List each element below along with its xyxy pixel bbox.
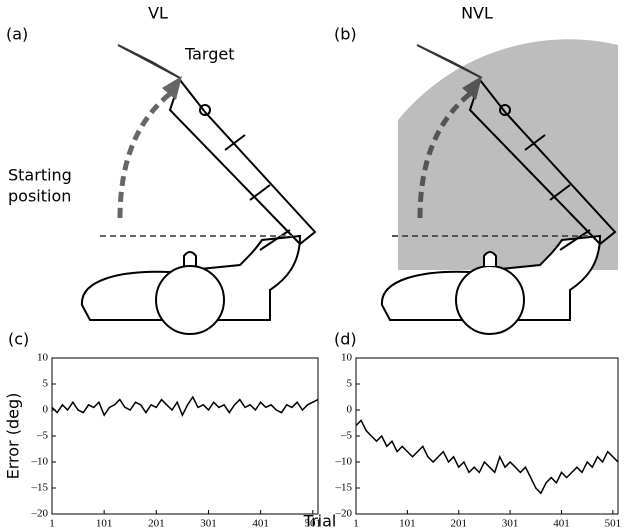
- start-label: Starting: [8, 166, 72, 185]
- panel-title: NVL: [461, 4, 493, 23]
- y-tick-label: –10: [31, 456, 49, 468]
- y-tick-label: –5: [36, 430, 49, 442]
- data-line: [356, 420, 618, 493]
- start-label: position: [8, 187, 71, 206]
- x-tick-label: 1: [353, 518, 359, 530]
- panel-label: (a): [6, 25, 28, 44]
- x-tick-label: 101: [96, 518, 113, 530]
- page: (a) VL Target Starting position (b) NVL …: [0, 0, 626, 532]
- figure: (a) VL Target Starting position (b) NVL …: [0, 0, 626, 532]
- x-tick-label: 201: [450, 518, 467, 530]
- x-tick-label: 301: [200, 518, 217, 530]
- panel-label: (b): [334, 25, 357, 44]
- x-tick-label: 401: [553, 518, 570, 530]
- x-tick-label: 501: [605, 518, 622, 530]
- target-label: Target: [184, 45, 235, 64]
- y-tick-label: 5: [43, 378, 49, 390]
- y-tick-label: –5: [340, 430, 353, 442]
- y-tick-label: 10: [37, 352, 49, 364]
- arm-diagram-a: [82, 45, 315, 334]
- x-tick-label: 401: [252, 518, 269, 530]
- plot-frame: [52, 358, 318, 514]
- y-tick-label: –10: [335, 456, 353, 468]
- x-tick-label: 1: [49, 518, 55, 530]
- y-tick-label: 0: [347, 404, 353, 416]
- y-tick-label: 5: [347, 378, 353, 390]
- data-line: [52, 397, 318, 415]
- plot-frame: [356, 358, 618, 514]
- y-tick-label: 10: [341, 352, 353, 364]
- y-tick-label: –15: [31, 482, 49, 494]
- x-tick-label: 101: [399, 518, 416, 530]
- panel-label: (c): [8, 330, 29, 349]
- y-axis-label: Error (deg): [4, 393, 23, 480]
- x-tick-label: 201: [148, 518, 165, 530]
- panel-label: (d): [334, 330, 357, 349]
- y-tick-label: 0: [43, 404, 49, 416]
- y-tick-label: –20: [31, 508, 49, 520]
- panel-title: VL: [148, 4, 168, 23]
- y-tick-label: –20: [335, 508, 353, 520]
- x-tick-label: 501: [305, 518, 322, 530]
- y-tick-label: –15: [335, 482, 353, 494]
- x-tick-label: 301: [502, 518, 519, 530]
